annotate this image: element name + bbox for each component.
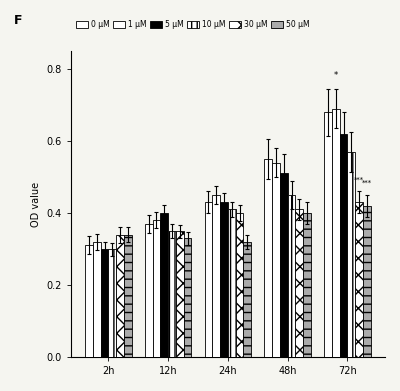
Bar bbox=[355, 202, 363, 357]
Bar bbox=[324, 112, 332, 357]
Bar bbox=[303, 213, 311, 357]
Bar bbox=[145, 224, 153, 357]
Bar bbox=[220, 202, 228, 357]
Bar bbox=[288, 195, 296, 357]
Bar bbox=[348, 152, 355, 357]
Bar bbox=[332, 109, 340, 357]
Bar bbox=[108, 249, 116, 357]
Bar bbox=[184, 238, 192, 357]
Bar bbox=[236, 213, 244, 357]
Bar bbox=[176, 231, 184, 357]
Text: F: F bbox=[14, 14, 23, 27]
Bar bbox=[280, 174, 288, 357]
Bar bbox=[212, 195, 220, 357]
Bar bbox=[160, 213, 168, 357]
Bar bbox=[124, 235, 132, 357]
Bar bbox=[153, 220, 160, 357]
Y-axis label: OD value: OD value bbox=[31, 181, 41, 227]
Bar bbox=[264, 159, 272, 357]
Bar bbox=[101, 249, 108, 357]
Bar bbox=[340, 134, 348, 357]
Text: *: * bbox=[334, 71, 338, 80]
Bar bbox=[272, 163, 280, 357]
Bar bbox=[244, 242, 251, 357]
Text: ***: *** bbox=[362, 180, 372, 186]
Bar bbox=[204, 202, 212, 357]
Bar bbox=[296, 210, 303, 357]
Text: ***: *** bbox=[354, 176, 364, 183]
Bar bbox=[93, 242, 101, 357]
Bar bbox=[168, 231, 176, 357]
Legend: 0 μM, 1 μM, 5 μM, 10 μM, 30 μM, 50 μM: 0 μM, 1 μM, 5 μM, 10 μM, 30 μM, 50 μM bbox=[75, 18, 311, 30]
Bar bbox=[363, 206, 371, 357]
Bar bbox=[85, 246, 93, 357]
Bar bbox=[116, 235, 124, 357]
Bar bbox=[228, 210, 236, 357]
